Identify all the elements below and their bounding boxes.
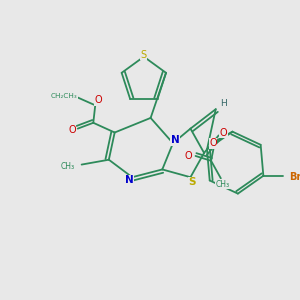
Text: O: O bbox=[185, 151, 193, 161]
Text: CH₂CH₃: CH₂CH₃ bbox=[51, 93, 77, 99]
Text: CH₃: CH₃ bbox=[61, 162, 75, 171]
Text: N: N bbox=[171, 135, 179, 145]
Text: O: O bbox=[68, 124, 76, 135]
Text: CH₃: CH₃ bbox=[216, 180, 230, 189]
Text: N: N bbox=[125, 175, 134, 185]
Text: H: H bbox=[220, 99, 227, 108]
Text: O: O bbox=[220, 128, 227, 137]
Text: O: O bbox=[94, 95, 102, 105]
Text: O: O bbox=[209, 138, 217, 148]
Text: S: S bbox=[189, 177, 196, 187]
Text: S: S bbox=[141, 50, 147, 60]
Text: Br: Br bbox=[289, 172, 300, 182]
